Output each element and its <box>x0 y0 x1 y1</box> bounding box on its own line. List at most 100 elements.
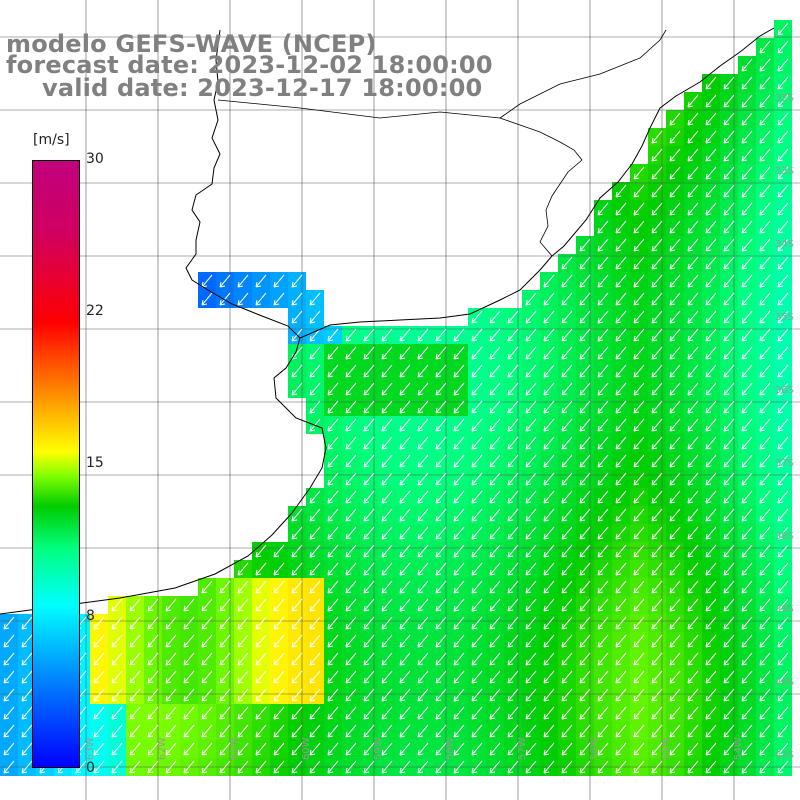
wind-arrow <box>615 382 627 396</box>
wind-arrow <box>705 418 717 432</box>
wind-arrow <box>489 652 501 666</box>
wind-arrow <box>489 328 501 342</box>
wind-arrow <box>471 706 483 720</box>
wind-arrow <box>255 562 267 576</box>
wind-arrow <box>723 472 735 486</box>
wind-arrow <box>201 724 213 738</box>
coastline <box>0 29 327 615</box>
wind-arrow <box>399 346 411 360</box>
wind-arrow <box>723 688 735 702</box>
wind-arrow <box>687 454 699 468</box>
wind-arrow <box>3 670 15 684</box>
wind-arrow <box>507 346 519 360</box>
wind-arrow <box>345 364 357 378</box>
wind-arrow <box>363 616 375 630</box>
wind-arrow <box>291 364 303 378</box>
wind-arrow <box>687 634 699 648</box>
wind-arrow <box>543 580 555 594</box>
wind-arrow <box>579 562 591 576</box>
wind-arrow <box>597 634 609 648</box>
wind-arrow <box>651 184 663 198</box>
wind-arrow <box>651 346 663 360</box>
wind-arrow <box>165 670 177 684</box>
wind-arrow <box>381 544 393 558</box>
wind-arrow <box>381 382 393 396</box>
wind-arrow <box>381 580 393 594</box>
wind-arrow <box>183 670 195 684</box>
wind-arrow <box>291 742 303 756</box>
wind-arrow <box>255 580 267 594</box>
wind-arrow <box>435 760 447 774</box>
wind-arrow <box>255 742 267 756</box>
wind-arrow <box>705 202 717 216</box>
wind-arrow <box>579 634 591 648</box>
wind-arrow <box>507 760 519 774</box>
wind-arrow <box>723 256 735 270</box>
wind-arrow <box>759 202 771 216</box>
wind-arrow <box>399 436 411 450</box>
wind-arrow <box>507 688 519 702</box>
wind-arrow <box>345 598 357 612</box>
wind-arrow <box>417 328 429 342</box>
wind-arrow <box>507 724 519 738</box>
wind-arrow <box>255 598 267 612</box>
wind-arrow <box>399 598 411 612</box>
wind-arrow <box>507 706 519 720</box>
wind-arrow <box>579 436 591 450</box>
wind-arrow <box>687 418 699 432</box>
wind-arrow <box>669 724 681 738</box>
wind-arrow <box>705 382 717 396</box>
wind-arrow <box>633 364 645 378</box>
wind-arrow <box>687 508 699 522</box>
wind-arrow <box>723 544 735 558</box>
wind-arrow <box>669 400 681 414</box>
wind-arrow <box>615 220 627 234</box>
wind-arrow <box>615 310 627 324</box>
wind-arrow <box>237 742 249 756</box>
wind-arrow <box>561 328 573 342</box>
wind-arrow <box>561 346 573 360</box>
wind-arrow <box>525 544 537 558</box>
wind-arrow <box>723 670 735 684</box>
wind-arrow <box>309 292 321 306</box>
wind-arrow <box>309 346 321 360</box>
wind-arrow <box>417 580 429 594</box>
wind-arrow <box>759 76 771 90</box>
wind-arrow <box>597 490 609 504</box>
wind-arrow <box>21 760 33 774</box>
wind-arrow <box>111 760 123 774</box>
wind-arrow <box>777 598 789 612</box>
wind-arrow <box>759 148 771 162</box>
wind-arrow <box>723 652 735 666</box>
wind-arrow <box>561 400 573 414</box>
wind-arrow <box>597 742 609 756</box>
wind-arrow <box>21 616 33 630</box>
wind-arrow <box>705 616 717 630</box>
wind-arrow <box>363 436 375 450</box>
wind-arrow <box>273 670 285 684</box>
wind-arrow <box>759 40 771 54</box>
wind-arrow <box>561 724 573 738</box>
wind-arrow <box>129 652 141 666</box>
wind-arrow <box>417 544 429 558</box>
wind-arrow <box>543 742 555 756</box>
wind-arrow <box>327 760 339 774</box>
wind-arrow <box>687 166 699 180</box>
wind-arrow <box>777 742 789 756</box>
wind-arrow <box>147 652 159 666</box>
lat-label: 37S <box>774 458 794 469</box>
wind-arrow <box>633 310 645 324</box>
wind-arrow <box>741 544 753 558</box>
wind-arrow <box>579 508 591 522</box>
wind-arrow <box>633 742 645 756</box>
wind-arrow <box>363 544 375 558</box>
wind-arrow <box>651 418 663 432</box>
wind-arrow <box>777 508 789 522</box>
wind-arrow <box>507 526 519 540</box>
colorbar <box>32 160 80 768</box>
wind-arrow <box>651 526 663 540</box>
wind-arrow <box>381 562 393 576</box>
wind-arrow <box>651 544 663 558</box>
wind-arrow <box>669 742 681 756</box>
